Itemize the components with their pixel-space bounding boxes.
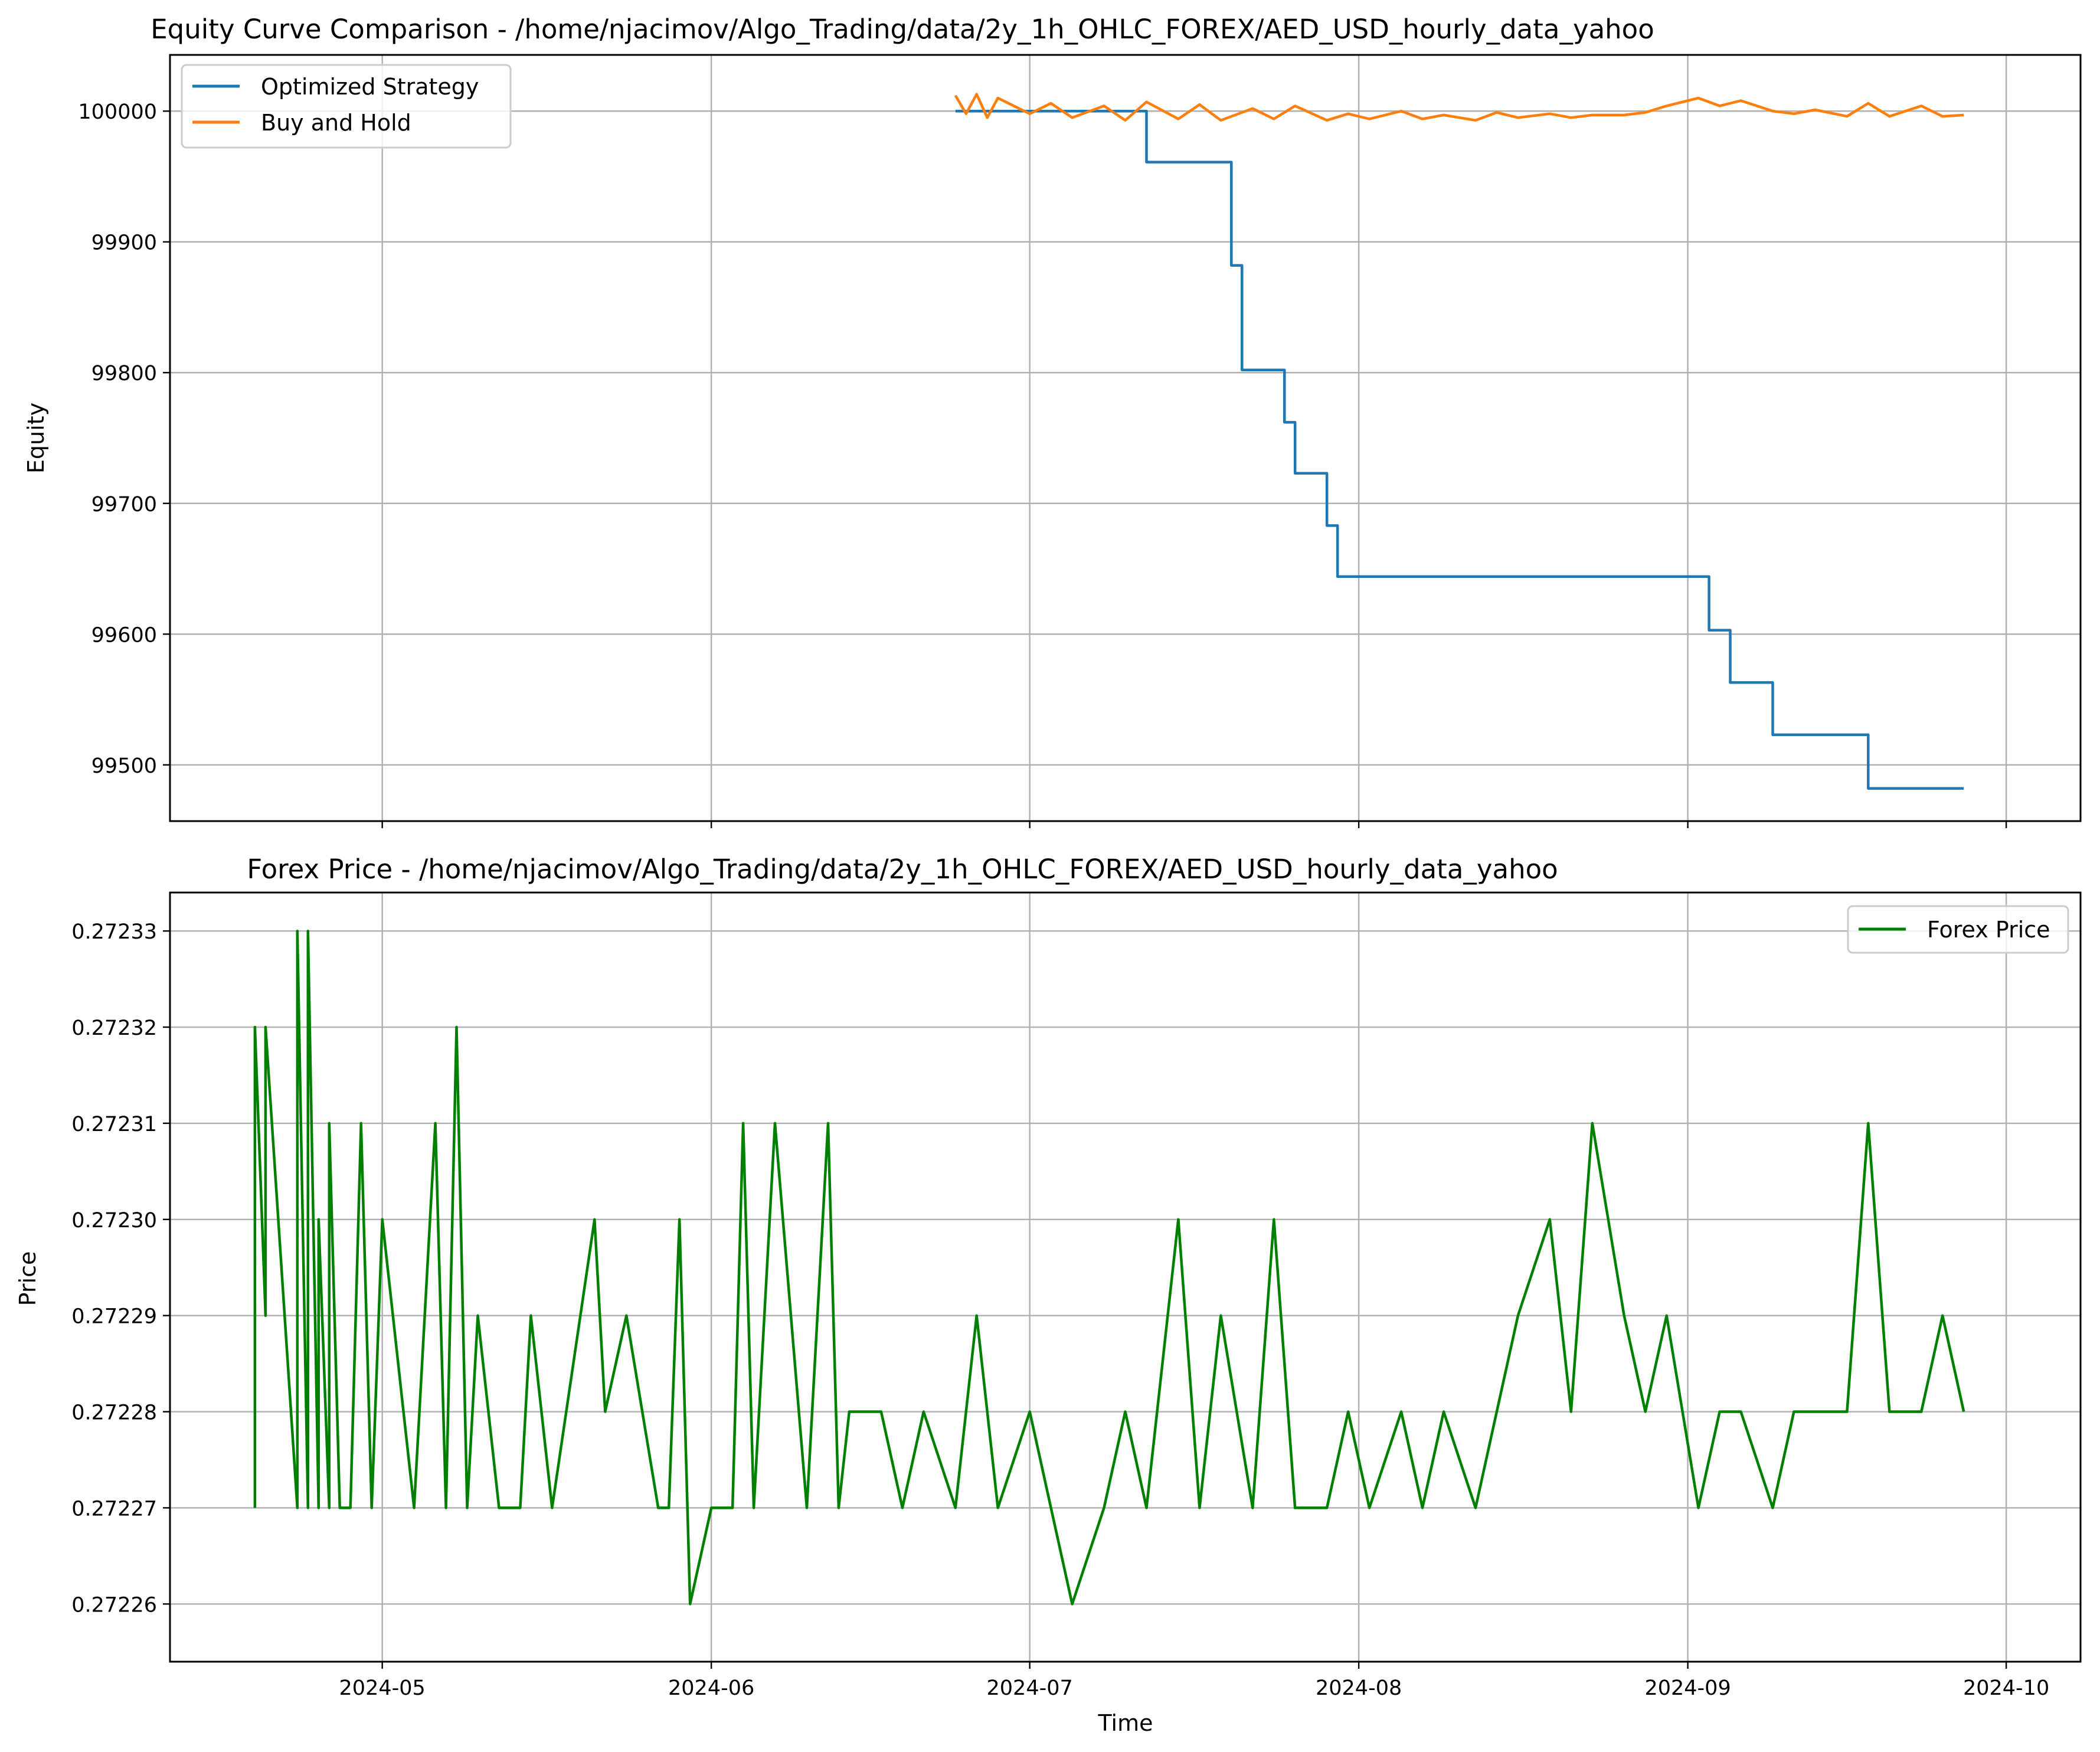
forex-grid <box>170 893 2081 1662</box>
series-line-forex-price <box>253 929 1965 1606</box>
equity-y-ticks: 99500 99600 99700 99800 99900 100000 <box>78 100 170 778</box>
forex-x-tick-label: 2024-09 <box>1644 1676 1731 1700</box>
forex-x-tick-label: 2024-06 <box>668 1676 754 1700</box>
series-line-optimized-strategy <box>955 109 1964 790</box>
equity-y-tick-label: 99800 <box>91 362 157 385</box>
forex-x-tick-label: 2024-10 <box>1963 1676 2049 1700</box>
forex-x-axis-label: Time <box>1098 1710 1153 1736</box>
forex-y-tick-label: 0.27231 <box>71 1113 157 1136</box>
forex-x-tick-label: 2024-07 <box>987 1676 1073 1700</box>
forex-legend-box <box>1847 905 2069 954</box>
forex-y-tick-label: 0.27226 <box>71 1593 157 1617</box>
legend-label-optimized-strategy: Optimized Strategy <box>261 74 479 100</box>
equity-legend-box <box>181 64 512 149</box>
equity-chart-title: Equity Curve Comparison - /home/njacimov… <box>151 14 1654 45</box>
equity-chart: Equity Curve Comparison - /home/njacimov… <box>23 14 2082 828</box>
forex-y-ticks: 0.27226 0.27227 0.27228 0.27229 0.27230 0.272… <box>71 920 170 1617</box>
equity-series <box>954 93 1964 790</box>
legend-label-buy-and-hold: Buy and Hold <box>261 110 411 136</box>
series-line-buy-and-hold <box>954 93 1964 122</box>
legend-label-forex-price: Forex Price <box>1927 917 2050 943</box>
equity-y-tick-label: 99900 <box>91 231 157 255</box>
equity-y-tick-label: 99600 <box>91 623 157 647</box>
forex-y-axis-label: Price <box>15 1251 41 1306</box>
forex-legend: Forex Price <box>1847 905 2069 954</box>
forex-chart: Forex Price - /home/njacimov/Algo_Tradin… <box>15 854 2082 1736</box>
forex-y-tick-label: 0.27233 <box>71 920 157 944</box>
forex-x-ticks: 2024-05 2024-06 2024-07 2024-08 2024-09 2024-… <box>339 1662 2049 1700</box>
forex-axes-frame <box>169 891 2082 1663</box>
forex-chart-title: Forex Price - /home/njacimov/Algo_Tradin… <box>247 854 1558 885</box>
forex-y-tick-label: 0.27227 <box>71 1497 157 1521</box>
equity-x-ticks <box>381 821 2007 828</box>
forex-x-tick-label: 2024-05 <box>339 1676 426 1700</box>
equity-legend: Optimized Strategy Buy and Hold <box>181 64 512 149</box>
forex-x-tick-label: 2024-08 <box>1316 1676 1402 1700</box>
equity-y-tick-label: 99700 <box>91 493 157 517</box>
forex-y-tick-label: 0.27232 <box>71 1016 157 1040</box>
equity-axes-frame <box>169 54 2082 822</box>
forex-y-tick-label: 0.27229 <box>71 1305 157 1329</box>
forex-series <box>253 929 1965 1606</box>
forex-y-tick-label: 0.27228 <box>71 1401 157 1425</box>
forex-y-tick-label: 0.27230 <box>71 1209 157 1233</box>
equity-y-tick-label: 99500 <box>91 754 157 778</box>
equity-y-axis-label: Equity <box>23 403 49 473</box>
equity-y-tick-label: 100000 <box>78 100 157 124</box>
